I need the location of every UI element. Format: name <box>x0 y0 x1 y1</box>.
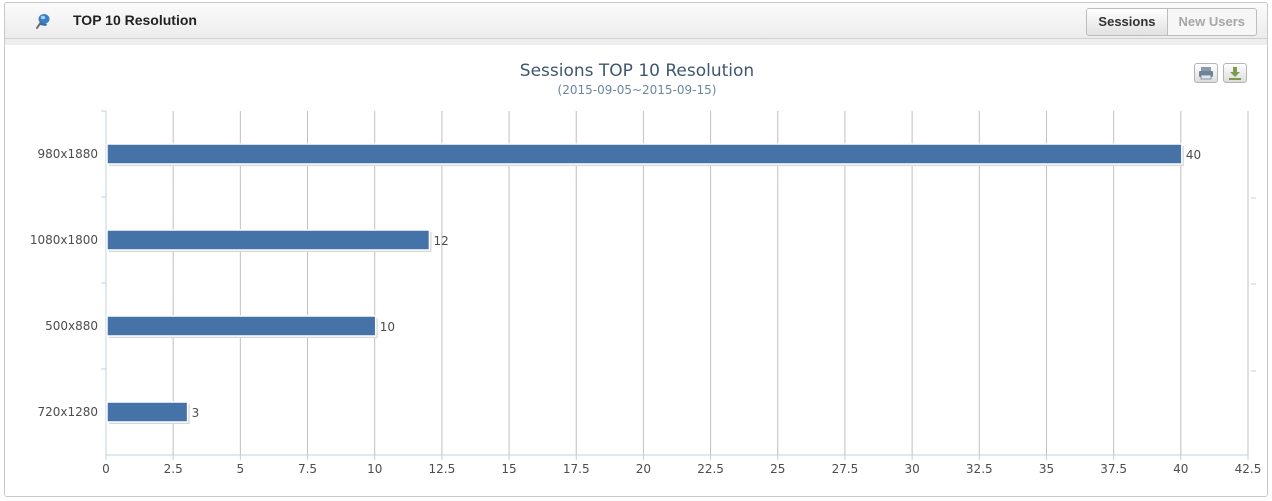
pushpin-icon <box>36 14 50 29</box>
data-label: 10 <box>380 320 395 334</box>
y-category-label: 980x1880 <box>37 147 98 161</box>
panel-title: TOP 10 Resolution <box>73 12 197 28</box>
data-label: 12 <box>433 234 448 248</box>
header-subbar <box>5 39 1267 45</box>
x-tick-label: 30 <box>904 462 919 476</box>
bar <box>106 401 189 423</box>
metric-tabs: Sessions New Users <box>1086 8 1257 36</box>
bar-chart: 0 2.5 5 7.5 10 12.5 15 17.5 20 22.5 25 27.5 30 32.5 35… <box>30 110 1262 476</box>
download-icon <box>1229 67 1241 80</box>
x-tick-label: 15 <box>501 462 516 476</box>
x-tick-label: 40 <box>1173 462 1188 476</box>
bar <box>106 143 1183 165</box>
y-category-label: 500x880 <box>45 319 98 333</box>
x-tick-label: 20 <box>636 462 651 476</box>
x-tick-label: 12.5 <box>429 462 456 476</box>
x-tick-label: 17.5 <box>563 462 590 476</box>
x-tick-label: 5 <box>237 462 245 476</box>
panel-header: TOP 10 Resolution Sessions New Users <box>5 3 1267 39</box>
x-tick-label: 35 <box>1039 462 1054 476</box>
tab-new-users[interactable]: New Users <box>1167 9 1256 35</box>
x-tick-label: 37.5 <box>1100 462 1127 476</box>
x-tick-label: 2.5 <box>164 462 183 476</box>
print-icon <box>1199 67 1213 80</box>
x-tick-label: 27.5 <box>832 462 859 476</box>
y-category-label: 720x1280 <box>37 405 98 419</box>
tab-sessions[interactable]: Sessions <box>1087 9 1168 35</box>
y-category-label: 1080x1800 <box>30 233 98 247</box>
x-tick-label: 32.5 <box>966 462 993 476</box>
x-tick-label: 0 <box>102 462 110 476</box>
x-tick-label: 7.5 <box>298 462 317 476</box>
chart-title: Sessions TOP 10 Resolution <box>519 61 755 81</box>
bar <box>106 229 431 251</box>
print-button[interactable] <box>1194 63 1218 83</box>
x-tick-label: 22.5 <box>697 462 724 476</box>
data-label: 40 <box>1186 148 1201 162</box>
x-tick-label: 10 <box>367 462 382 476</box>
x-tick-label: 25 <box>770 462 785 476</box>
chart-subtitle: (2015-09-05~2015-09-15) <box>557 83 717 97</box>
download-button[interactable] <box>1223 63 1247 83</box>
data-label: 3 <box>192 406 200 420</box>
bar <box>106 315 377 337</box>
top10-resolution-panel: TOP 10 Resolution Sessions New Users Ses… <box>4 2 1268 497</box>
x-tick-label: 42.5 <box>1235 462 1262 476</box>
